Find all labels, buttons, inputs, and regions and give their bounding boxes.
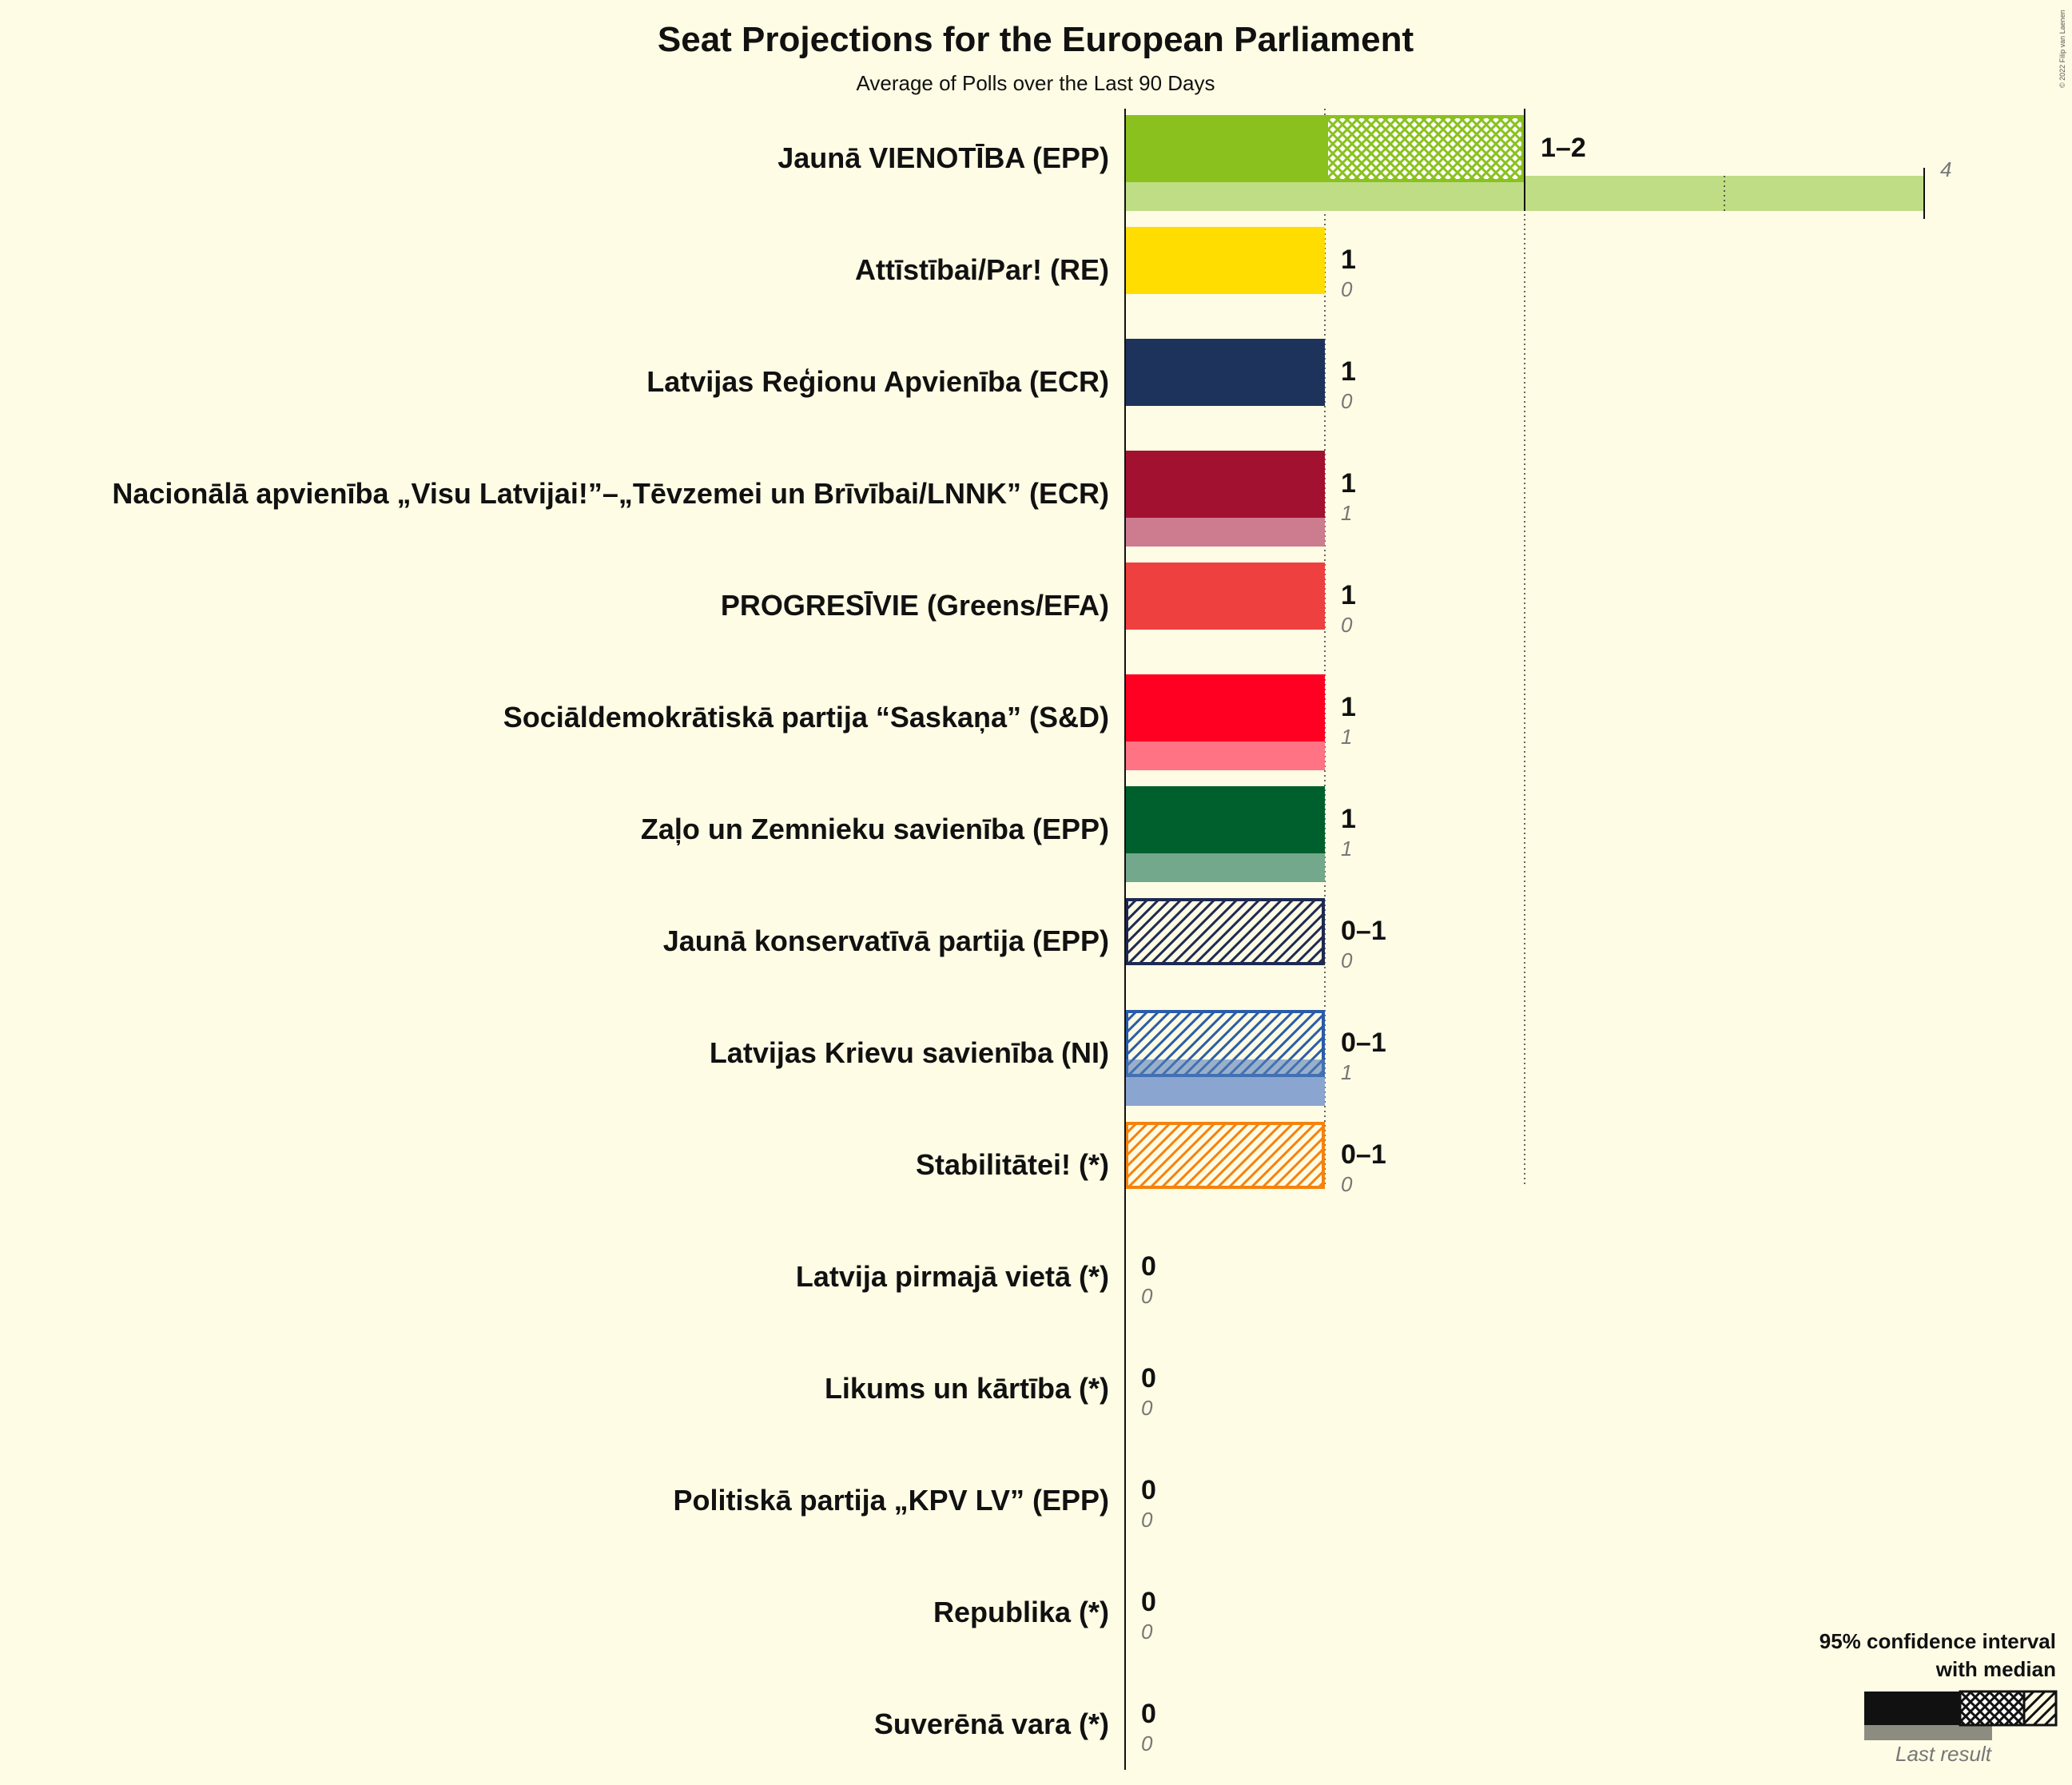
legend-line1: 95% confidence interval <box>1819 1629 2056 1653</box>
party-label: PROGRESĪVIE (Greens/EFA) <box>721 589 1109 622</box>
party-row-jaun-vienot-ba-epp: Jaunā VIENOTĪBA (EPP) 1–2 4 <box>777 109 1951 219</box>
last-result-label: 0 <box>1341 613 1353 637</box>
party-row-stabilit-tei: Stabilitātei! (*) 0–10 <box>916 1122 1386 1196</box>
party-row-republika: Republika (*) 0 0 <box>933 1587 1156 1644</box>
legend: 95% confidence interval with median Last… <box>1819 1629 2058 1766</box>
last-result-label: 0 <box>1341 277 1353 301</box>
party-row-nacion-l-apvien-ba-visu-latvijai-t-vzemei-un-br-v-bai-lnnk-ecr: Nacionālā apvienība „Visu Latvijai!”–„Tē… <box>112 451 1356 547</box>
party-label: Politiskā partija „KPV LV” (EPP) <box>674 1484 1109 1517</box>
party-label: Likums un kārtība (*) <box>825 1372 1109 1405</box>
last-result-label: 1 <box>1341 725 1352 749</box>
party-row-soci-ldemokr-tisk-partija-saska-a-s-d: Sociāldemokrātiskā partija “Saskaņa” (S&… <box>503 674 1356 770</box>
last-result-label: 0 <box>1341 1172 1353 1196</box>
seat-range-label: 1 <box>1341 468 1356 499</box>
seat-range-label: 0–1 <box>1341 916 1386 946</box>
seat-range-label: 0 <box>1141 1699 1156 1729</box>
last-result-label: 0 <box>1141 1396 1153 1420</box>
seat-range-label: 1 <box>1341 804 1356 834</box>
seat-range-label: 1–2 <box>1541 133 1586 163</box>
party-label: Republika (*) <box>933 1596 1109 1628</box>
confidence-interval-bar <box>1125 898 1325 965</box>
legend-last-result: Last result <box>1895 1742 1993 1766</box>
median-bar <box>1125 227 1325 294</box>
party-row-att-st-bai-par-re: Attīstībai/Par! (RE) 10 <box>855 227 1356 301</box>
party-label: Attīstībai/Par! (RE) <box>855 253 1109 286</box>
confidence-interval-bar <box>1325 115 1525 182</box>
median-bar <box>1125 674 1325 741</box>
party-label: Latvija pirmajā vietā (*) <box>796 1260 1109 1293</box>
last-result-label: 0 <box>1341 948 1353 972</box>
median-bar <box>1125 563 1325 630</box>
last-result-overlap <box>1125 1059 1325 1077</box>
last-result-label: 4 <box>1940 157 1951 181</box>
last-result-label: 0 <box>1141 1731 1153 1755</box>
seat-range-label: 0–1 <box>1341 1139 1386 1170</box>
median-bar <box>1125 786 1325 853</box>
party-row-latvijas-krievu-savien-ba-ni: Latvijas Krievu savienība (NI) 0–11 <box>710 1010 1386 1106</box>
party-row-za-o-un-zemnieku-savien-ba-epp: Zaļo un Zemnieku savienība (EPP) 1 1 <box>641 786 1356 882</box>
seat-range-label: 1 <box>1341 580 1356 610</box>
last-result-label: 1 <box>1341 501 1352 525</box>
party-label: Zaļo un Zemnieku savienība (EPP) <box>641 813 1109 845</box>
party-row-latvija-pirmaj-viet: Latvija pirmajā vietā (*) 00 <box>796 1251 1156 1308</box>
legend-median-bar <box>1864 1692 1960 1725</box>
seat-range-label: 0 <box>1141 1363 1156 1393</box>
legend-last-bar <box>1864 1724 1992 1740</box>
party-row-likums-un-k-rt-ba: Likums un kārtība (*) 0 0 <box>825 1363 1156 1420</box>
legend-ci-cross <box>1959 1690 2026 1727</box>
copyright-note: © 2022 Filip van Laenen <box>2058 10 2066 88</box>
seat-range-label: 0 <box>1141 1587 1156 1617</box>
legend-line2: with median <box>1935 1657 2056 1681</box>
chart-rows: Jaunā VIENOTĪBA (EPP) 1–2 4 Attīstībai/Par!… <box>112 109 1951 1755</box>
party-label: Nacionālā apvienība „Visu Latvijai!”–„Tē… <box>112 477 1109 510</box>
last-result-label: 0 <box>1141 1284 1153 1308</box>
party-row-latvijas-re-ionu-apvien-ba-ecr: Latvijas Reģionu Apvienība (ECR) 10 <box>646 339 1356 413</box>
party-label: Latvijas Krievu savienība (NI) <box>710 1036 1109 1069</box>
median-bar <box>1125 451 1325 518</box>
legend-ci-hatch <box>2022 1690 2058 1727</box>
last-result-label: 0 <box>1141 1620 1153 1644</box>
chart-subtitle: Average of Polls over the Last 90 Days <box>857 71 1215 95</box>
seat-range-label: 0 <box>1141 1475 1156 1505</box>
party-row-politisk-partija-kpv-lv-epp: Politiskā partija „KPV LV” (EPP) 0 0 <box>674 1475 1156 1532</box>
median-bar <box>1125 339 1325 406</box>
median-bar <box>1125 115 1325 182</box>
party-label: Sociāldemokrātiskā partija “Saskaņa” (S&… <box>503 701 1109 733</box>
last-result-label: 0 <box>1141 1508 1153 1532</box>
party-row-progres-vie-greens-efa: PROGRESĪVIE (Greens/EFA) 1 0 <box>721 563 1356 637</box>
party-label: Latvijas Reģionu Apvienība (ECR) <box>646 365 1109 398</box>
party-label: Suverēnā vara (*) <box>874 1707 1109 1740</box>
seat-range-label: 0 <box>1141 1251 1156 1282</box>
last-result-label: 0 <box>1341 389 1353 413</box>
party-row-suver-n-vara: Suverēnā vara (*) 00 <box>874 1699 1156 1755</box>
party-label: Jaunā VIENOTĪBA (EPP) <box>777 141 1109 174</box>
party-row-jaun-konservat-v-partija-epp: Jaunā konservatīvā partija (EPP) 0–10 <box>663 898 1386 972</box>
seat-range-label: 1 <box>1341 244 1356 275</box>
chart-title: Seat Projections for the European Parlia… <box>658 20 1414 59</box>
party-label: Jaunā konservatīvā partija (EPP) <box>663 924 1109 957</box>
last-result-label: 1 <box>1341 1060 1352 1084</box>
last-result-label: 1 <box>1341 837 1352 861</box>
confidence-interval-bar <box>1125 1122 1325 1189</box>
seat-range-label: 0–1 <box>1341 1028 1386 1058</box>
seat-range-label: 1 <box>1341 356 1356 387</box>
party-label: Stabilitātei! (*) <box>916 1148 1109 1181</box>
seat-range-label: 1 <box>1341 692 1356 722</box>
